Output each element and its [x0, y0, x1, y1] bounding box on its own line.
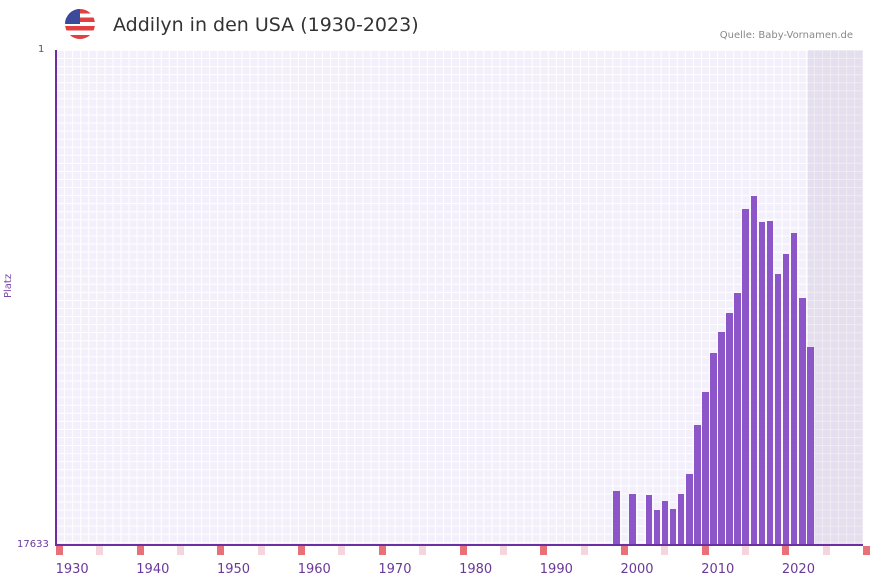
decade-marker	[863, 546, 870, 555]
plot-area	[56, 50, 863, 545]
decade-marker	[620, 546, 628, 555]
source-label: Quelle: Baby-Vornamen.de	[719, 30, 853, 41]
decade-marker	[298, 546, 306, 555]
decade-marker	[56, 546, 63, 555]
decade-marker	[257, 546, 265, 555]
decade-marker	[217, 546, 225, 555]
y-axis-label: Platz	[3, 273, 14, 298]
x-tick-1990: 1990	[539, 562, 573, 577]
decade-marker	[540, 546, 548, 555]
bar-2008	[702, 392, 709, 545]
decade-marker	[580, 546, 588, 555]
bar-2016	[766, 221, 774, 545]
x-tick-1980: 1980	[459, 562, 493, 577]
bar-2013	[742, 209, 749, 545]
x-tick-1960: 1960	[297, 562, 331, 577]
future-region	[808, 50, 863, 545]
chart-title: Addilyn in den USA (1930-2023)	[113, 14, 419, 36]
bar-2012	[734, 293, 741, 545]
decade-marker	[701, 546, 709, 555]
bar-2017	[774, 274, 782, 545]
y-tick-bottom: 17633	[17, 539, 49, 550]
y-axis	[55, 50, 57, 545]
bar-2019	[790, 233, 798, 545]
x-tick-1970: 1970	[378, 562, 412, 577]
bar-2021	[807, 347, 814, 545]
decade-marker	[96, 546, 104, 555]
bar-2011	[726, 313, 733, 545]
decade-marker	[338, 546, 346, 555]
x-tick-1950: 1950	[216, 562, 251, 577]
bar-2001	[645, 495, 653, 545]
decade-marker	[177, 546, 185, 555]
bar-2005	[677, 494, 685, 545]
x-tick-1930: 1930	[55, 562, 89, 577]
decade-marker	[782, 546, 790, 555]
decade-marker	[661, 546, 669, 555]
x-tick-2000: 2000	[620, 562, 654, 577]
decade-marker	[499, 546, 507, 555]
decade-marker	[459, 546, 467, 555]
bar-2010	[718, 332, 725, 545]
x-axis	[55, 544, 863, 546]
bar-2014	[750, 196, 758, 545]
bar-2009	[710, 353, 717, 545]
x-tick-1940: 1940	[136, 562, 170, 577]
bar-2006	[685, 474, 693, 545]
bar-1997	[613, 491, 620, 545]
us-flag-icon	[65, 9, 95, 39]
bar-2004	[669, 509, 677, 545]
x-tick-2010: 2010	[701, 562, 735, 577]
decade-marker	[822, 546, 830, 555]
decade-marker	[741, 546, 749, 555]
bar-1999	[629, 494, 637, 545]
bar-2018	[782, 254, 790, 545]
y-tick-top: 1	[38, 44, 45, 55]
x-tick-2020: 2020	[781, 562, 815, 577]
bar-2002	[653, 510, 661, 545]
decade-marker	[419, 546, 427, 555]
bar-2007	[694, 425, 701, 545]
bar-2020	[798, 298, 806, 545]
bar-2015	[758, 222, 766, 545]
decade-marker	[378, 546, 386, 555]
decade-marker	[136, 546, 144, 555]
bar-2003	[661, 501, 669, 545]
